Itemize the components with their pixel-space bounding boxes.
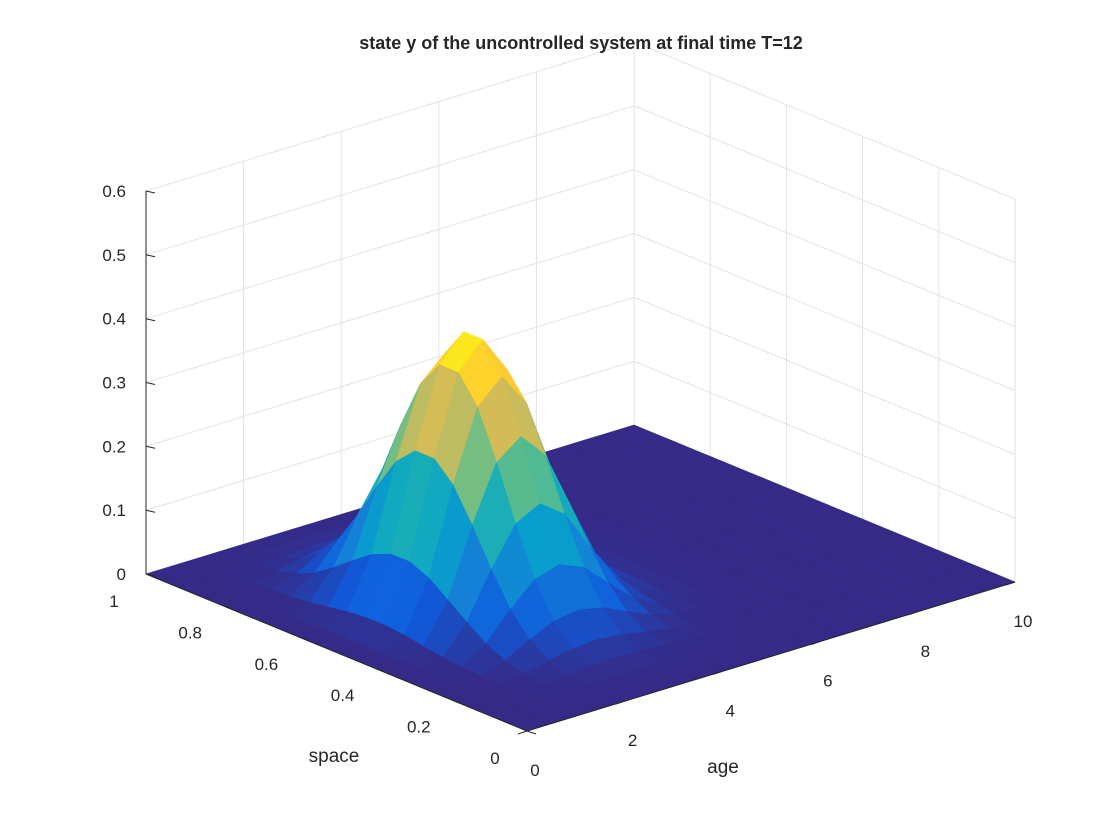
z-tick-label: 0.2 (102, 437, 126, 456)
z-tick-label: 0.4 (102, 310, 126, 329)
y-tick-mark (298, 636, 308, 641)
y-tick-label: 0.2 (407, 718, 431, 737)
x-tick-mark (517, 730, 528, 735)
backwall-grid-z (145, 41, 635, 192)
y-tick-mark (374, 667, 384, 672)
z-tick-mark (145, 573, 156, 577)
sidewall-grid-z (633, 233, 1016, 391)
x-tick-label: 8 (921, 642, 930, 661)
backwall-grid-z (145, 360, 635, 511)
z-tick-label: 0 (117, 565, 126, 584)
surface-layer (145, 331, 1016, 732)
z-tick-mark (145, 445, 156, 449)
y-tick-label: 0.6 (255, 655, 279, 674)
x-tick-mark (1005, 581, 1016, 586)
z-tick-mark (145, 509, 156, 513)
backwall-grid-z (145, 296, 635, 447)
y-tick-label: 1 (109, 592, 118, 611)
y-tick-mark (450, 699, 460, 704)
y-axis-label: space (309, 746, 360, 767)
y-tick-mark (526, 730, 537, 735)
y-axis-line (145, 573, 528, 732)
x-tick-mark (615, 700, 625, 705)
backwall-grid-z (145, 233, 635, 383)
x-tick-label: 2 (628, 731, 637, 750)
x-tick-mark (908, 611, 918, 616)
sidewall-grid-z (633, 41, 1016, 200)
y-tick-label: 0.4 (331, 686, 355, 705)
sidewall-grid-z (633, 105, 1016, 264)
sidewall-grid-z (633, 169, 1016, 328)
z-tick-mark (145, 382, 156, 385)
sidewall-grid-z (633, 360, 1016, 519)
backwall-grid-z (145, 105, 635, 256)
z-tick-label: 0.3 (102, 374, 126, 393)
x-axis-label: age (707, 757, 739, 778)
z-tick-mark (145, 190, 156, 194)
y-tick-label: 0 (490, 749, 499, 768)
x-tick-label: 6 (823, 672, 832, 691)
z-tick-label: 0.1 (102, 501, 126, 520)
x-tick-label: 4 (725, 701, 734, 720)
axes-layer (145, 190, 1016, 735)
sidewall-grid-z (633, 296, 1016, 455)
backwall-grid-z (145, 169, 635, 320)
z-tick-label: 0.5 (102, 246, 126, 265)
x-tick-mark (810, 641, 820, 646)
chart-title: state y of the uncontrolled system at fi… (359, 33, 803, 53)
z-tick-mark (145, 318, 156, 322)
x-axis-line (526, 581, 1016, 732)
z-tick-label: 0.6 (102, 182, 126, 201)
x-tick-label: 10 (1014, 612, 1033, 631)
y-tick-mark (222, 604, 232, 609)
x-tick-mark (713, 670, 723, 675)
y-tick-label: 0.8 (178, 623, 202, 642)
z-tick-mark (145, 254, 156, 258)
x-tick-label: 0 (530, 761, 539, 780)
